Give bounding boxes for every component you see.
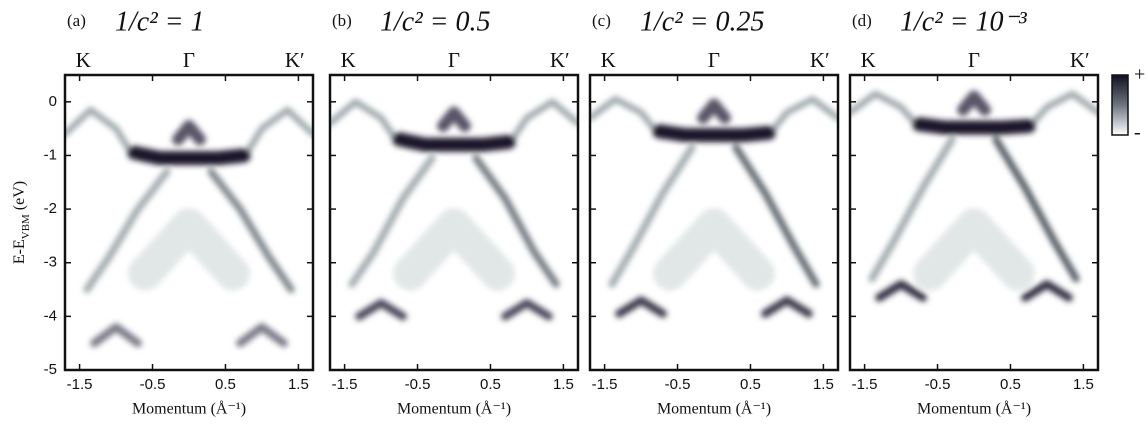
panel-label: (b)	[332, 11, 352, 30]
x-tick-label: 0.5	[740, 376, 761, 393]
symmetry-point-label: K	[341, 48, 356, 72]
x-tick-label: -0.5	[140, 376, 166, 393]
symmetry-point-label: K	[76, 48, 91, 72]
x-tick-label: 0.5	[1000, 376, 1021, 393]
band	[919, 124, 1028, 127]
symmetry-point-label: K	[601, 48, 616, 72]
x-axis-label: Momentum (Å⁻¹)	[917, 400, 1031, 418]
panel-title: 1/c² = 0.25	[640, 6, 765, 37]
y-tick-label: -2	[44, 200, 57, 217]
symmetry-point-label: Γ	[183, 48, 195, 72]
y-label-unit: (eV)	[11, 181, 28, 210]
x-tick-label: -1.5	[67, 376, 93, 393]
x-tick-label: 0.5	[480, 376, 501, 393]
panel-title: 1/c² = 0.5	[380, 6, 491, 37]
x-tick-label: -0.5	[925, 376, 951, 393]
panel-label: (a)	[67, 11, 86, 30]
y-label-sub: VBM	[20, 214, 32, 239]
x-tick-label: 1.5	[553, 376, 574, 393]
x-tick-label: -0.5	[665, 376, 691, 393]
y-tick-label: -3	[44, 254, 57, 271]
panel-title: 1/c² = 10⁻³	[900, 6, 1027, 37]
x-tick-label: 1.5	[288, 376, 309, 393]
x-tick-label: -0.5	[405, 376, 431, 393]
band	[134, 153, 243, 158]
x-tick-label: -1.5	[852, 376, 878, 393]
panel-label: (d)	[852, 11, 872, 30]
y-label-main: E-E	[11, 239, 28, 264]
x-tick-label: -1.5	[592, 376, 618, 393]
x-axis-label: Momentum (Å⁻¹)	[132, 400, 246, 418]
symmetry-point-label: K′	[1070, 48, 1090, 72]
symmetry-point-label: K′	[285, 48, 305, 72]
colorbar	[1112, 75, 1128, 135]
x-axis-label: Momentum (Å⁻¹)	[397, 400, 511, 418]
x-tick-label: 1.5	[813, 376, 834, 393]
symmetry-point-label: Γ	[448, 48, 460, 72]
colorbar-min-label: -	[1134, 122, 1141, 144]
symmetry-point-label: Γ	[968, 48, 980, 72]
symmetry-point-label: K	[861, 48, 876, 72]
figure: + - -1.5 -0.5 0.5 1.5 0 -1 -2 -3 -4 -5 K Γ K′ (a) 1/c²…	[0, 0, 1148, 427]
symmetry-point-label: K′	[550, 48, 570, 72]
x-axis-label: Momentum (Å⁻¹)	[657, 400, 771, 418]
symmetry-point-label: K′	[810, 48, 830, 72]
y-tick-label: -1	[44, 146, 57, 163]
x-tick-label: -1.5	[332, 376, 358, 393]
y-tick-label: 0	[49, 93, 57, 110]
band	[399, 139, 508, 144]
panel-label: (c)	[592, 11, 611, 30]
x-tick-label: 1.5	[1073, 376, 1094, 393]
colorbar-max-label: +	[1134, 64, 1145, 86]
x-tick-label: 0.5	[215, 376, 236, 393]
y-axis-label: E-EVBM (eV)	[11, 181, 32, 264]
y-tick-label: -4	[44, 307, 57, 324]
panel-title: 1/c² = 1	[115, 6, 205, 37]
band	[659, 131, 768, 135]
y-tick-label: -5	[44, 361, 57, 378]
symmetry-point-label: Γ	[708, 48, 720, 72]
